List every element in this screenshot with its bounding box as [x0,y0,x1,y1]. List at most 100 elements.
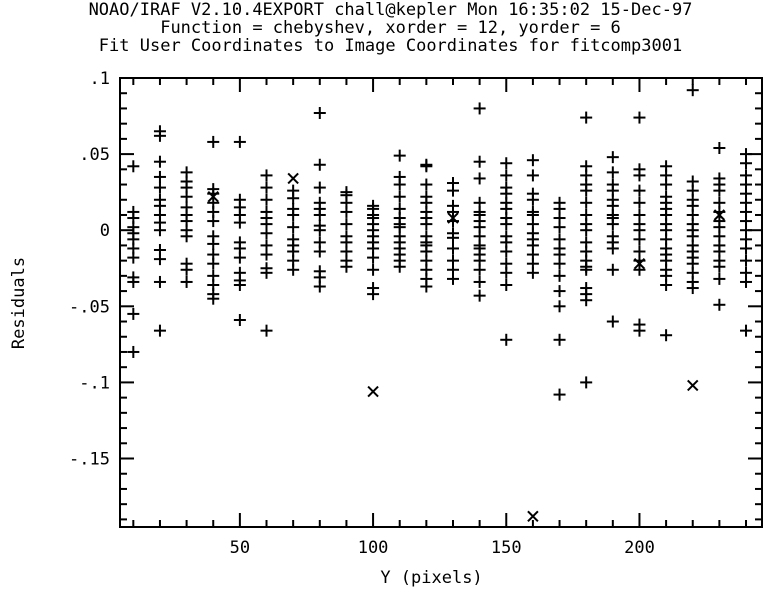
plus-marker [633,324,646,337]
plus-marker [393,178,406,191]
plus-marker [313,208,326,221]
cross-b [713,209,726,221]
plus-marker [207,237,220,250]
plus-marker [367,288,380,301]
cross-marker [367,385,379,398]
plus-marker [553,257,566,270]
y-tick-label: .1 [90,69,110,89]
plus-marker [233,251,246,264]
cross-marker [527,510,539,523]
plus-marker [526,154,539,167]
plus-marker [180,190,193,203]
plus-marker [473,289,486,302]
plus-marker [180,263,193,276]
cross-b [287,172,299,185]
plus-marker [420,218,433,231]
plus-marker [233,135,246,148]
plus-marker [153,324,166,337]
x-tick-label: 100 [358,538,389,558]
plus-marker [207,292,220,305]
x-tick-label: 150 [491,538,522,558]
plus-marker [367,263,380,276]
plus-marker [740,324,753,337]
chart-title: Fit User Coordinates to Image Coordinate… [98,36,683,56]
plus-marker [207,135,220,148]
plus-marker [580,263,593,276]
plus-marker [233,216,246,229]
plus-marker [260,324,273,337]
cross-marker [287,172,299,185]
plus-marker [260,266,273,279]
plus-marker [740,275,753,288]
plus-marker [473,275,486,288]
plus-marker [287,208,300,221]
plus-marker [340,260,353,273]
plus-marker [606,315,619,328]
plus-marker [633,196,646,209]
plus-marker [500,245,513,258]
plus-marker [713,260,726,273]
plus-marker [473,102,486,115]
y-tick-label: -.15 [69,450,110,470]
plus-marker [446,231,459,244]
plus-marker [313,280,326,293]
plus-marker [153,253,166,266]
plus-marker [553,388,566,401]
plus-marker [686,84,699,97]
plus-marker [446,272,459,285]
plus-marker [260,181,273,194]
plus-marker [633,263,646,276]
plus-marker [526,266,539,279]
cross-b [207,191,219,203]
plus-marker [473,172,486,185]
plus-marker [446,184,459,197]
plus-marker [740,157,753,170]
plus-marker [127,160,140,173]
plus-marker [446,242,459,255]
plus-marker [180,230,193,243]
plus-marker [127,275,140,288]
cross-marker [633,257,646,270]
plus-marker [686,282,699,295]
plus-marker [153,170,166,183]
y-tick-label: -.05 [69,297,110,317]
plus-marker [313,245,326,258]
plus-marker [473,263,486,276]
plus-marker [606,242,619,255]
x-tick-label: 200 [624,538,655,558]
plus-marker [526,193,539,206]
plus-marker [580,196,593,209]
plus-marker [420,160,433,173]
plus-marker [233,278,246,291]
plus-marker [500,218,513,231]
plus-marker [633,233,646,246]
plus-marker [580,111,593,124]
data-points [127,84,753,523]
plus-marker [633,184,646,197]
plus-marker [420,280,433,293]
plus-marker [153,155,166,168]
cross-marker [687,379,699,392]
plus-marker [553,333,566,346]
plus-marker [153,181,166,194]
plus-marker [367,251,380,264]
plus-marker [606,263,619,276]
plus-marker [580,224,593,237]
plus-marker [580,294,593,307]
axis-tick-labels: 50 100 150 200 .1 .05 0 -.05 -.1 -.15 [69,69,655,558]
plus-marker [713,272,726,285]
plus-marker [606,166,619,179]
header-line-1: NOAO/IRAF V2.10.4EXPORT chall@kepler Mon… [88,0,693,20]
plus-marker [260,227,273,240]
y-axis-label: Residuals [9,256,30,350]
header-line-2: Function = chebyshev, xorder = 12, yorde… [160,18,621,38]
plot-frame [119,77,763,528]
y-tick-label: 0 [100,221,110,241]
plus-marker [660,329,673,342]
plus-marker [500,278,513,291]
plus-marker [340,205,353,218]
plus-marker [127,345,140,358]
y-tick-label: -.1 [79,373,110,393]
cross-b [447,212,459,224]
